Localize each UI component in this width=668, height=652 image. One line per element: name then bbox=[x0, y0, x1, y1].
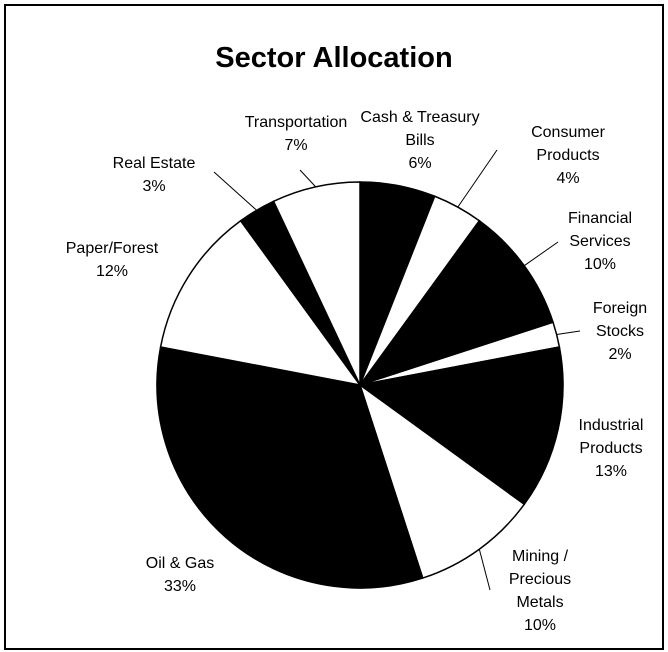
slice-label: Consumer Products bbox=[531, 124, 605, 164]
frame bbox=[4, 4, 664, 650]
slice-label: Foreign Stocks bbox=[592, 300, 648, 340]
slice-value-label: 33% bbox=[163, 578, 197, 595]
slice-label: Oil & Gas bbox=[145, 555, 215, 572]
chart-title: Sector Allocation bbox=[215, 42, 453, 74]
slice-label: Paper/Forest bbox=[65, 240, 159, 257]
slice-value-label: 10% bbox=[583, 256, 617, 273]
slice-label: Cash & Treasury Bills bbox=[360, 109, 480, 149]
leader-line bbox=[478, 549, 491, 591]
slice-value-label: 10% bbox=[523, 617, 557, 634]
leader-line bbox=[213, 171, 257, 211]
slice-label: Transportation bbox=[244, 114, 348, 131]
slice-value-label: 6% bbox=[408, 155, 432, 172]
slice-value-label: 13% bbox=[594, 463, 628, 480]
slice-value-label: 4% bbox=[556, 170, 580, 187]
pie-slice bbox=[156, 346, 424, 589]
slice-value-label: 2% bbox=[608, 346, 632, 363]
leader-line bbox=[457, 149, 498, 208]
pie-slice bbox=[358, 383, 526, 580]
leader-line bbox=[523, 241, 559, 267]
slice-label: Industrial Products bbox=[578, 417, 644, 457]
slice-label: Mining / Precious Metals bbox=[508, 548, 572, 611]
pie-slice bbox=[358, 346, 564, 506]
slice-value-label: 3% bbox=[142, 178, 166, 195]
slice-value-label: 12% bbox=[95, 263, 129, 280]
pie-slice bbox=[159, 219, 362, 387]
leader-line bbox=[299, 169, 317, 188]
pie-slice bbox=[358, 219, 555, 387]
slice-value-label: 7% bbox=[284, 137, 308, 154]
pie-slice bbox=[272, 181, 361, 386]
slice-label: Real Estate bbox=[112, 155, 196, 172]
leader-line bbox=[556, 330, 581, 336]
slice-label: Financial Services bbox=[567, 210, 633, 250]
